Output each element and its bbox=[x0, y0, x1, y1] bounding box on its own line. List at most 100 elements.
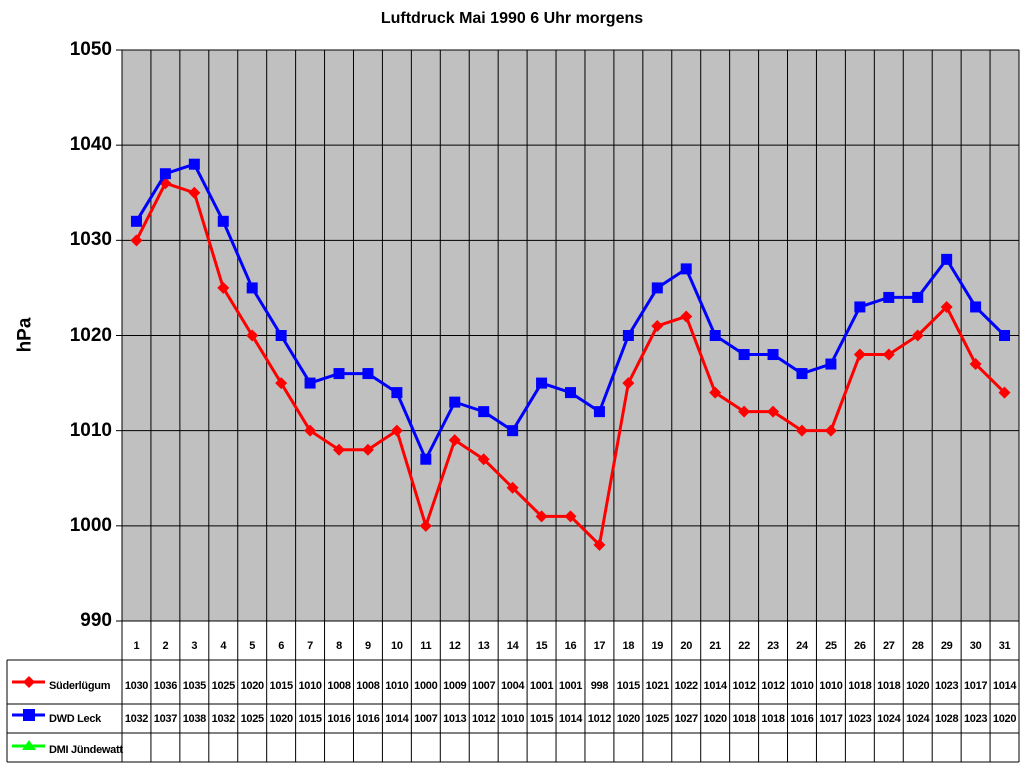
y-tick-label: 1040 bbox=[69, 134, 112, 156]
table-value-cell: 1035 bbox=[182, 680, 207, 692]
data-point-marker bbox=[130, 234, 143, 247]
table-value-cell: 1014 bbox=[992, 680, 1017, 692]
x-category-label: 19 bbox=[651, 640, 664, 652]
data-point-marker bbox=[275, 330, 287, 341]
data-point-marker bbox=[709, 330, 721, 341]
y-tick-label: 1030 bbox=[69, 229, 112, 251]
data-point-marker bbox=[361, 443, 374, 456]
data-point-marker bbox=[795, 424, 808, 437]
table-value-cell: 1010 bbox=[385, 680, 409, 692]
data-point-marker bbox=[217, 281, 230, 294]
table-value-cell: 1013 bbox=[443, 713, 467, 725]
data-point-marker bbox=[565, 387, 576, 399]
table-value-cell: 1017 bbox=[963, 680, 988, 692]
table-value-cell: 1024 bbox=[877, 713, 901, 725]
x-category-label: 27 bbox=[882, 640, 895, 652]
table-value-cell: 1018 bbox=[848, 680, 872, 692]
y-tick-label: 1020 bbox=[69, 324, 112, 346]
legend-diamond-icon bbox=[23, 676, 35, 688]
data-point-marker bbox=[188, 158, 200, 170]
data-point-marker bbox=[217, 215, 229, 227]
table-value-cell: 1008 bbox=[327, 680, 351, 692]
data-point-marker bbox=[188, 186, 201, 199]
x-category-label: 23 bbox=[767, 640, 779, 652]
y-tick-label: 1010 bbox=[69, 419, 112, 441]
x-category-label: 30 bbox=[969, 640, 982, 652]
table-value-cell: 1014 bbox=[558, 713, 583, 725]
x-category-label: 26 bbox=[854, 640, 866, 652]
table-value-cell: 1037 bbox=[153, 713, 178, 725]
data-point-marker bbox=[304, 424, 317, 437]
data-point-marker bbox=[824, 424, 837, 437]
data-point-marker bbox=[622, 330, 634, 341]
data-point-marker bbox=[477, 453, 490, 466]
legend-label: DMI Jündewatt bbox=[49, 744, 123, 756]
table-value-cell: 1014 bbox=[385, 713, 409, 725]
x-category-label: 3 bbox=[191, 640, 198, 652]
data-point-marker bbox=[449, 396, 461, 408]
table-value-cell: 1012 bbox=[472, 713, 496, 725]
x-category-label: 25 bbox=[825, 640, 837, 652]
x-category-label: 7 bbox=[307, 640, 313, 652]
table-value-cell: 1023 bbox=[848, 713, 872, 725]
x-category-label: 20 bbox=[680, 640, 693, 652]
table-value-cell: 1022 bbox=[674, 680, 699, 692]
data-point-marker bbox=[420, 453, 432, 465]
x-category-label: 9 bbox=[365, 640, 371, 652]
table-value-cell: 1036 bbox=[153, 680, 178, 692]
table-value-cell: 1012 bbox=[761, 680, 785, 692]
table-value-cell: 1032 bbox=[211, 713, 236, 725]
table-value-cell: 1015 bbox=[529, 713, 554, 725]
table-value-cell: 1001 bbox=[558, 680, 583, 692]
data-point-marker bbox=[883, 291, 895, 303]
data-point-marker bbox=[796, 368, 808, 380]
x-category-label: 10 bbox=[391, 640, 403, 652]
legend-square-icon bbox=[23, 709, 35, 721]
data-point-marker bbox=[911, 329, 924, 342]
x-category-label: 15 bbox=[535, 640, 548, 652]
table-value-cell: 1010 bbox=[298, 680, 322, 692]
data-point-marker bbox=[622, 377, 635, 390]
table-value-cell: 1020 bbox=[269, 713, 294, 725]
data-point-marker bbox=[998, 386, 1011, 399]
data-point-marker bbox=[738, 349, 750, 361]
data-point-marker bbox=[448, 434, 461, 447]
x-category-label: 11 bbox=[420, 640, 432, 652]
table-value-cell: 1015 bbox=[269, 680, 294, 692]
data-point-marker bbox=[390, 424, 403, 437]
data-point-marker bbox=[333, 368, 345, 380]
table-value-cell: 1027 bbox=[674, 713, 699, 725]
table-value-cell: 1020 bbox=[906, 680, 930, 692]
table-value-cell: 1007 bbox=[472, 680, 496, 692]
data-point-marker bbox=[419, 519, 432, 532]
data-point-marker bbox=[536, 377, 548, 389]
x-category-label: 16 bbox=[564, 640, 577, 652]
chart-title: Luftdruck Mai 1990 6 Uhr morgens bbox=[380, 10, 644, 27]
table-value-cell: 1025 bbox=[240, 713, 265, 725]
x-category-label: 24 bbox=[796, 640, 808, 652]
table-value-cell: 1014 bbox=[703, 680, 728, 692]
data-point-marker bbox=[940, 300, 953, 313]
x-category-label: 1 bbox=[133, 640, 140, 652]
x-category-label: 13 bbox=[477, 640, 490, 652]
legend-label: Süderlügum bbox=[49, 680, 111, 692]
table-value-cell: 1020 bbox=[992, 713, 1017, 725]
table-value-cell: 1021 bbox=[645, 680, 670, 692]
data-point-marker bbox=[130, 215, 142, 227]
x-category-label: 31 bbox=[998, 640, 1011, 652]
x-category-label: 28 bbox=[911, 640, 924, 652]
data-point-marker bbox=[478, 406, 490, 418]
data-point-marker bbox=[912, 291, 924, 303]
data-point-marker bbox=[304, 377, 316, 389]
data-point-marker bbox=[970, 301, 982, 313]
x-category-label: 12 bbox=[448, 640, 461, 652]
data-point-marker bbox=[651, 282, 663, 294]
table-value-cell: 1016 bbox=[356, 713, 380, 725]
legend-label: DWD Leck bbox=[49, 713, 101, 725]
table-value-cell: 1038 bbox=[182, 713, 207, 725]
table-value-cell: 1023 bbox=[935, 680, 959, 692]
data-point-marker bbox=[535, 510, 548, 523]
table-value-cell: 1008 bbox=[356, 680, 380, 692]
data-point-marker bbox=[941, 253, 953, 265]
